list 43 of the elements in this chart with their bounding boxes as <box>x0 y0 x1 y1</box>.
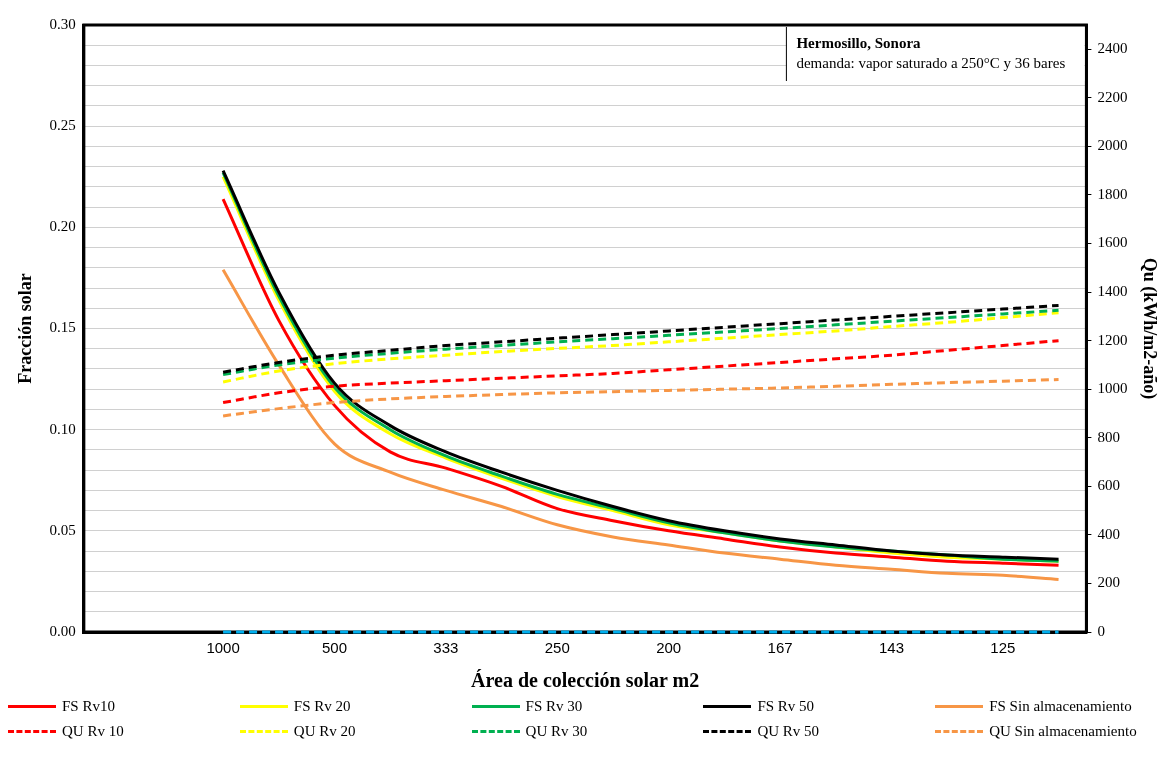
y2-tick-label: 1200 <box>1097 331 1128 348</box>
x-tick-label: 333 <box>433 639 459 657</box>
y2-tick-label: 1400 <box>1097 283 1128 300</box>
legend-label: FS Rv10 <box>62 698 115 715</box>
x-tick-label: 200 <box>656 639 682 657</box>
y2-tick-label: 2400 <box>1097 40 1128 57</box>
y2-tick-label: 1800 <box>1097 185 1128 202</box>
legend-label: QU Rv 10 <box>62 723 124 740</box>
x-tick-label: 250 <box>544 639 570 657</box>
annotation: demanda: vapor saturado a 250°C y 36 bares <box>796 55 1066 72</box>
y2-tick-label: 2000 <box>1097 137 1128 154</box>
x-tick-label: 1000 <box>206 639 240 657</box>
y2-tick-label: 2200 <box>1097 88 1128 105</box>
y-tick-label: 0.20 <box>49 218 76 235</box>
y-axis-title: Fracción solar <box>15 273 36 384</box>
y2-tick-label: 1000 <box>1097 380 1128 397</box>
x-tick-label: 500 <box>321 639 347 657</box>
legend-label: QU Sin almacenamiento <box>989 723 1137 740</box>
legend-label: QU Rv 30 <box>525 723 588 740</box>
legend-label: QU Rv 20 <box>293 723 356 740</box>
y-tick-label: 0.10 <box>49 420 76 437</box>
y-tick-label: 0.30 <box>49 15 76 32</box>
x-tick-label: 167 <box>767 639 793 657</box>
legend-label: FS Rv 30 <box>525 698 583 715</box>
y-tick-label: 0.15 <box>49 319 76 336</box>
annotation: Hermosillo, Sonora <box>796 35 922 52</box>
x-axis-title: Área de colección solar m2 <box>471 669 700 692</box>
y2-tick-label: 600 <box>1097 477 1120 494</box>
legend-label: QU Rv 50 <box>757 723 820 740</box>
legend-label: FS Sin almacenamiento <box>989 698 1132 715</box>
y-tick-label: 0.25 <box>49 117 76 134</box>
y2-axis-title: Qu (kWh/m2-año) <box>1138 257 1160 400</box>
y2-tick-label: 0 <box>1097 622 1105 639</box>
y2-tick-label: 400 <box>1097 525 1120 542</box>
y2-tick-label: 800 <box>1097 428 1120 445</box>
x-tick-label: 143 <box>878 639 904 657</box>
y-tick-label: 0.00 <box>49 622 76 639</box>
x-tick-label: 125 <box>990 639 1016 657</box>
y-tick-label: 0.05 <box>49 521 76 538</box>
legend-label: FS Rv 50 <box>757 698 815 715</box>
legend-label: FS Rv 20 <box>293 698 351 715</box>
y2-tick-label: 1600 <box>1097 234 1128 251</box>
y2-tick-label: 200 <box>1097 574 1120 591</box>
